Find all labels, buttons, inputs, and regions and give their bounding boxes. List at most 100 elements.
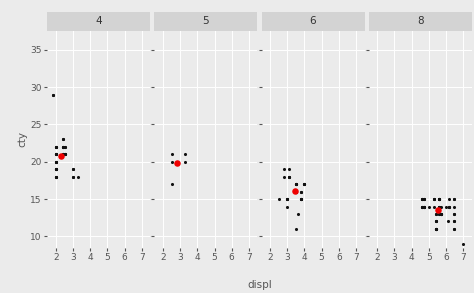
Point [444, 219, 451, 224]
Point [52, 152, 60, 157]
Point [52, 144, 60, 149]
Point [52, 152, 60, 157]
Point [425, 204, 432, 209]
Point [420, 204, 428, 209]
Point [283, 204, 291, 209]
Point [451, 197, 458, 201]
Point [292, 189, 300, 194]
Point [291, 189, 299, 193]
Point [292, 182, 300, 187]
Point [442, 204, 450, 209]
Y-axis label: cty: cty [18, 131, 27, 147]
Point [432, 212, 439, 216]
Point [297, 197, 305, 201]
Point [69, 174, 77, 179]
Text: 5: 5 [203, 16, 210, 26]
Point [52, 152, 60, 157]
Point [69, 167, 77, 172]
Point [435, 197, 443, 201]
Point [432, 226, 439, 231]
Point [435, 197, 443, 201]
Point [59, 144, 67, 149]
Point [437, 212, 445, 216]
Point [451, 219, 458, 224]
Point [61, 144, 68, 149]
Point [435, 197, 443, 201]
Point [435, 197, 443, 201]
Point [280, 167, 288, 172]
Text: 4: 4 [96, 16, 102, 26]
Point [451, 204, 458, 209]
Point [437, 212, 445, 216]
Point [435, 212, 443, 216]
Point [435, 204, 443, 209]
Point [435, 197, 443, 201]
Point [420, 204, 428, 209]
Point [418, 204, 426, 209]
Point [52, 144, 60, 149]
Point [430, 204, 438, 209]
Point [283, 197, 291, 201]
Point [292, 182, 300, 187]
Point [432, 219, 439, 224]
Point [292, 182, 300, 187]
Point [59, 144, 67, 149]
Text: 8: 8 [417, 16, 423, 26]
Point [59, 152, 67, 157]
Point [283, 197, 291, 201]
Point [52, 174, 60, 179]
Point [182, 159, 189, 164]
Point [420, 204, 428, 209]
Point [301, 182, 308, 187]
Point [52, 167, 60, 172]
Point [292, 189, 300, 194]
Text: displ: displ [247, 280, 272, 290]
Point [49, 92, 56, 97]
Point [285, 174, 293, 179]
Point [432, 226, 439, 231]
Point [437, 212, 445, 216]
Point [437, 204, 445, 209]
Point [435, 197, 443, 201]
Point [52, 167, 60, 172]
Point [292, 226, 300, 231]
Point [446, 204, 453, 209]
Point [420, 204, 428, 209]
Point [434, 208, 441, 213]
Point [283, 197, 291, 201]
Point [297, 189, 305, 194]
Point [418, 204, 426, 209]
Point [292, 189, 300, 194]
Point [59, 152, 67, 157]
Point [59, 152, 67, 157]
Point [297, 197, 305, 201]
Point [446, 204, 453, 209]
Point [297, 197, 305, 201]
Point [52, 174, 60, 179]
Point [59, 144, 67, 149]
Point [297, 189, 305, 194]
Point [61, 144, 68, 149]
Point [285, 174, 293, 179]
Point [52, 159, 60, 164]
Point [418, 197, 426, 201]
Point [451, 226, 458, 231]
Point [52, 144, 60, 149]
Point [418, 197, 426, 201]
Point [418, 204, 426, 209]
Point [435, 204, 443, 209]
Point [432, 226, 439, 231]
Point [61, 152, 68, 157]
Point [446, 204, 453, 209]
Point [446, 197, 453, 201]
Point [451, 212, 458, 216]
Point [168, 152, 175, 157]
Point [52, 167, 60, 172]
Point [52, 167, 60, 172]
Point [420, 197, 428, 201]
Point [52, 144, 60, 149]
Point [437, 212, 445, 216]
Point [52, 174, 60, 179]
Point [52, 152, 60, 157]
Point [52, 159, 60, 164]
